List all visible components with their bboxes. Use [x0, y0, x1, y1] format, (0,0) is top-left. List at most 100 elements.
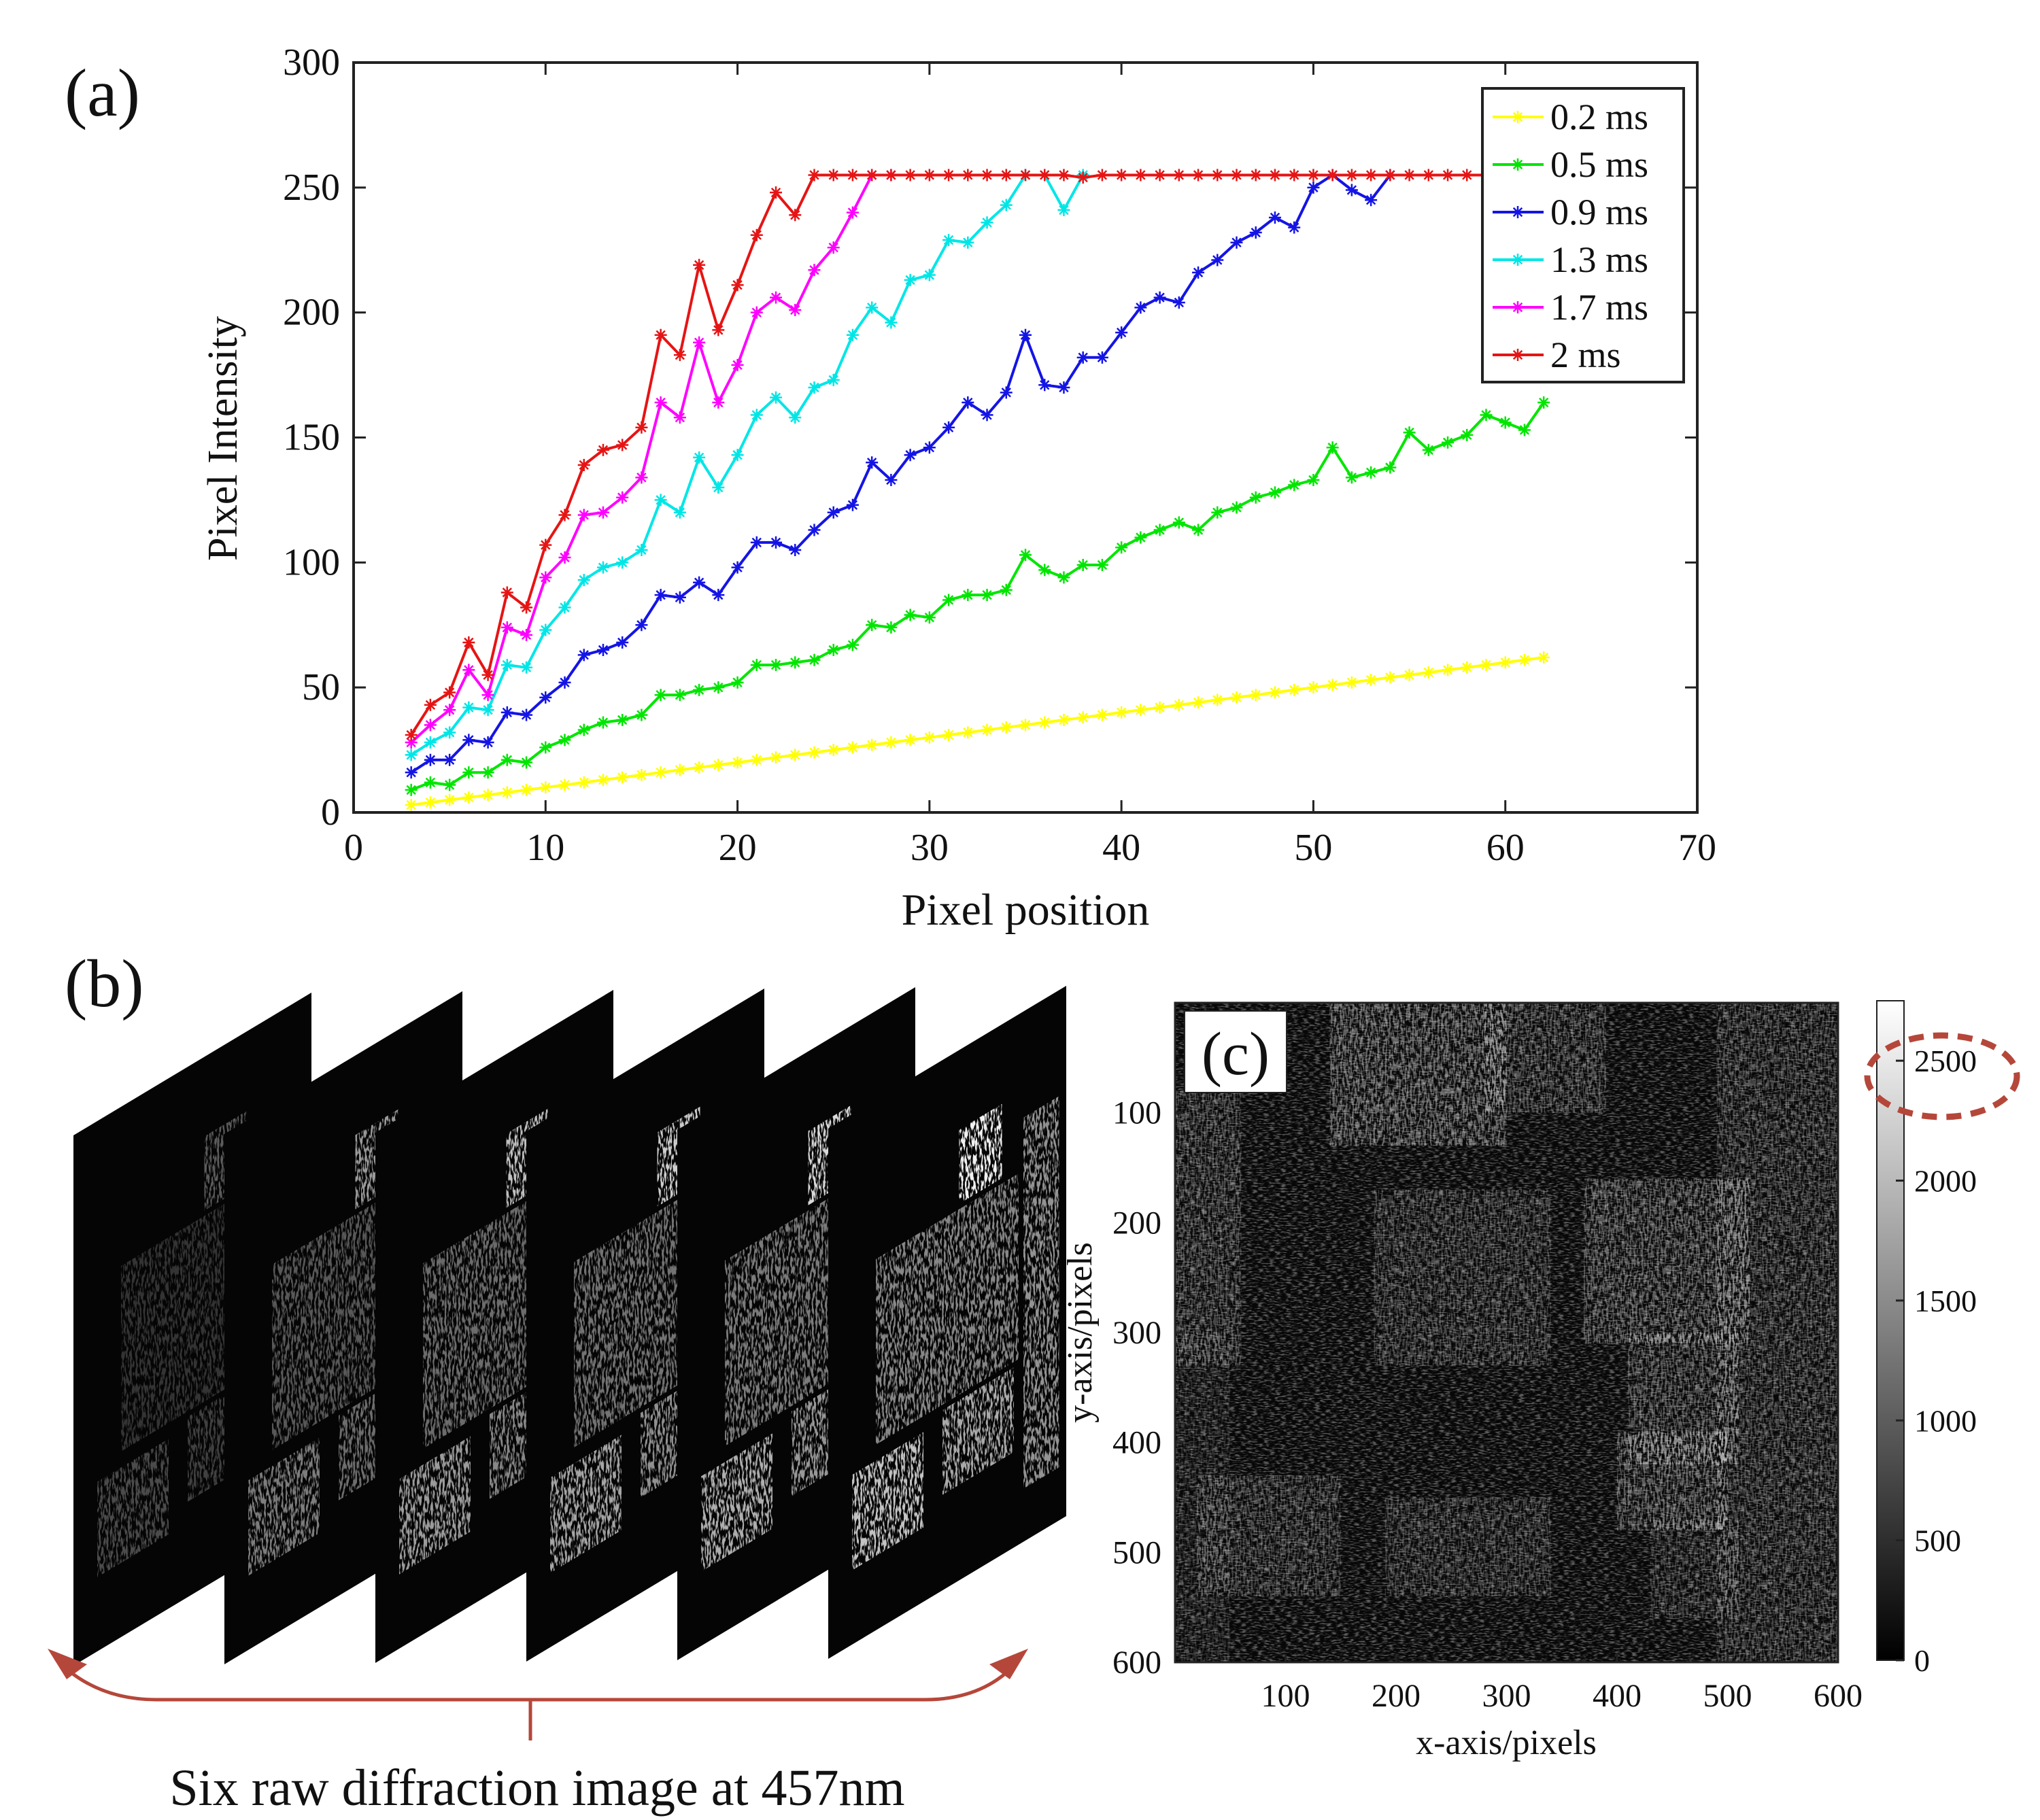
data-point [577, 776, 590, 789]
data-point [962, 236, 974, 249]
data-point [1211, 169, 1224, 182]
heatmap: 100 200 300 400 500 600 100 200 300 400 500 600 (c)… [1061, 1001, 1863, 1762]
x-tick-label: 60 [1486, 827, 1525, 869]
data-point [712, 589, 725, 602]
bracket-arrow [54, 1658, 1021, 1702]
data-point [1384, 671, 1397, 684]
x-tick-label: 600 [1814, 1678, 1863, 1714]
panel-a: (a) 0 10 20 30 40 50 60 70 0 50 100 150 200 250 300 Pi… [65, 41, 1716, 935]
data-point [1038, 169, 1051, 182]
data-point [1345, 471, 1358, 484]
data-point [462, 766, 475, 779]
data-point [481, 668, 494, 681]
legend-item: 2 ms [1493, 334, 1621, 375]
data-point [1288, 479, 1301, 492]
data-point [1153, 523, 1166, 536]
data-point [1076, 559, 1089, 572]
data-point [885, 621, 898, 634]
data-point [424, 753, 437, 766]
data-point [1211, 693, 1224, 706]
data-point [808, 381, 821, 394]
y-tick-label: 200 [283, 292, 340, 334]
panel-a-label: (a) [65, 55, 140, 131]
data-point [539, 538, 552, 551]
data-point [481, 704, 494, 717]
data-point [1192, 523, 1205, 536]
data-point [1518, 424, 1531, 436]
series-line [410, 173, 1391, 774]
data-point [1268, 486, 1281, 499]
data-point [1038, 716, 1051, 729]
data-point [923, 611, 936, 624]
data-point [1172, 169, 1185, 182]
data-point [443, 753, 456, 766]
data-point [405, 783, 418, 796]
data-point [1480, 659, 1493, 672]
data-point [942, 729, 955, 742]
x-tick-label: 200 [1372, 1678, 1421, 1714]
data-point [1038, 379, 1051, 392]
data-point [654, 328, 667, 341]
data-point [539, 623, 552, 636]
data-point [558, 551, 571, 564]
data-point [1115, 169, 1128, 182]
data-point [981, 409, 993, 422]
data-point [654, 494, 667, 506]
data-point [1057, 381, 1070, 394]
data-point [827, 744, 840, 757]
heatmap-texture [1175, 1003, 1838, 1662]
data-point [520, 708, 533, 721]
legend-marker [1512, 254, 1524, 266]
data-point [1000, 199, 1013, 211]
legend-label: 0.2 ms [1550, 97, 1648, 137]
bright-region [248, 1437, 320, 1576]
data-point [1288, 683, 1301, 696]
data-point [1134, 704, 1147, 717]
data-point [1384, 169, 1397, 182]
data-point [1095, 351, 1108, 364]
panel-b-label: (b) [65, 946, 144, 1021]
bright-region [852, 1432, 923, 1570]
data-point [1076, 711, 1089, 724]
data-point [866, 456, 879, 469]
data-point [1442, 664, 1455, 676]
data-point [1249, 689, 1262, 702]
data-point [885, 169, 898, 182]
data-point [942, 234, 955, 247]
frame-pattern [852, 1096, 1059, 1570]
diffraction-frame [828, 986, 1066, 1659]
data-point [750, 409, 763, 422]
data-point [981, 723, 993, 736]
data-point [443, 793, 456, 806]
data-point [750, 659, 763, 672]
data-point [693, 258, 706, 271]
data-point [654, 589, 667, 602]
data-point [789, 411, 802, 424]
data-point [673, 349, 686, 362]
data-point [712, 681, 725, 694]
data-point [770, 186, 783, 199]
data-point [846, 328, 859, 341]
legend-box [1481, 87, 1685, 383]
data-point [1000, 583, 1013, 596]
data-point [520, 783, 533, 796]
data-point [770, 659, 783, 672]
data-point [1326, 679, 1339, 691]
data-point [635, 543, 648, 556]
x-tick-label: 20 [719, 827, 757, 869]
data-point [616, 491, 629, 504]
data-point [424, 796, 437, 809]
y-tick-label: 500 [1112, 1534, 1161, 1570]
data-point [596, 774, 609, 787]
bright-region [876, 1173, 1019, 1445]
data-point [1307, 169, 1320, 182]
data-point [1442, 169, 1455, 182]
data-point [1115, 706, 1128, 719]
data-point [904, 449, 917, 462]
data-point [1403, 426, 1416, 439]
data-point [1230, 236, 1243, 249]
chart-a-ticks: 0 10 20 30 40 50 60 70 0 50 100 150 200 250 300 [283, 41, 1716, 869]
data-point [962, 726, 974, 739]
data-point [846, 638, 859, 651]
